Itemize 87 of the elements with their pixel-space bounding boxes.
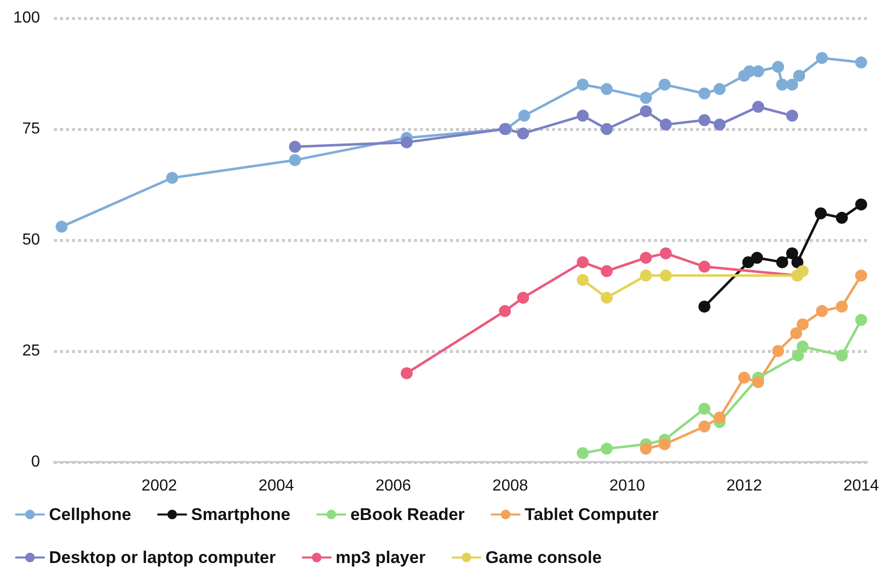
legend-label: Smartphone xyxy=(191,505,290,524)
point xyxy=(786,110,798,122)
point xyxy=(640,105,652,118)
point xyxy=(600,83,613,96)
point xyxy=(660,270,672,282)
point xyxy=(791,256,804,268)
legend-label: mp3 player xyxy=(336,548,426,567)
point xyxy=(517,127,530,140)
point xyxy=(790,327,802,340)
point xyxy=(698,402,710,415)
point xyxy=(600,123,613,135)
point xyxy=(751,252,764,264)
point xyxy=(738,372,750,384)
legend-label: Desktop or laptop computer xyxy=(49,548,276,567)
point xyxy=(498,305,511,318)
point xyxy=(600,265,613,278)
legend-label: Cellphone xyxy=(49,505,132,524)
point xyxy=(660,118,672,131)
point xyxy=(698,300,710,313)
point xyxy=(576,274,589,286)
y-tick-label: 50 xyxy=(22,232,40,248)
point xyxy=(640,442,652,455)
point xyxy=(816,305,828,318)
point xyxy=(855,56,868,68)
point xyxy=(786,247,798,260)
point xyxy=(796,340,809,353)
point xyxy=(836,349,848,362)
y-tick-label: 0 xyxy=(31,454,40,470)
point xyxy=(814,207,827,220)
point xyxy=(714,412,726,424)
point xyxy=(600,442,613,455)
point xyxy=(752,65,764,78)
point xyxy=(517,292,530,304)
point xyxy=(576,78,589,91)
point xyxy=(400,136,413,148)
legend-label: Tablet Computer xyxy=(524,505,659,524)
x-tick-label: 2002 xyxy=(141,478,178,494)
point xyxy=(640,92,652,104)
x-tick-label: 2006 xyxy=(375,478,412,494)
point xyxy=(714,118,726,131)
point xyxy=(288,154,301,166)
y-tick-label: 25 xyxy=(22,342,40,360)
point xyxy=(576,110,589,122)
y-tick-label: 100 xyxy=(13,10,40,26)
point xyxy=(56,220,68,233)
point xyxy=(660,247,672,260)
point xyxy=(400,367,413,380)
point xyxy=(752,100,764,113)
point xyxy=(658,438,671,450)
point xyxy=(698,420,710,432)
point xyxy=(836,300,848,313)
point xyxy=(776,256,788,268)
point xyxy=(658,78,671,91)
point xyxy=(166,172,178,184)
point xyxy=(600,292,613,304)
point xyxy=(518,110,530,122)
x-tick-label: 2008 xyxy=(492,478,528,494)
point xyxy=(576,256,589,268)
point xyxy=(793,70,806,82)
point xyxy=(816,52,828,64)
point xyxy=(714,83,726,96)
legend-label: Game console xyxy=(485,548,602,567)
point xyxy=(698,260,710,273)
y-tick-label: 75 xyxy=(22,120,40,138)
point xyxy=(698,114,710,126)
point xyxy=(772,345,784,357)
point xyxy=(836,212,848,224)
point xyxy=(796,265,809,278)
point xyxy=(855,314,868,326)
x-tick-label: 2010 xyxy=(609,478,646,494)
point xyxy=(796,318,809,330)
point xyxy=(752,376,764,388)
x-tick-label: 2014 xyxy=(843,478,880,494)
point xyxy=(640,252,652,264)
legend-label: eBook Reader xyxy=(350,505,466,524)
point xyxy=(698,87,710,100)
point xyxy=(855,270,868,282)
point xyxy=(288,140,301,153)
point xyxy=(640,270,652,282)
x-tick-label: 2012 xyxy=(726,478,762,494)
point xyxy=(776,78,788,91)
point xyxy=(792,349,804,362)
x-tick-label: 2004 xyxy=(258,478,294,494)
point xyxy=(772,60,784,73)
point xyxy=(576,447,589,460)
point xyxy=(786,78,798,91)
point xyxy=(855,198,868,210)
